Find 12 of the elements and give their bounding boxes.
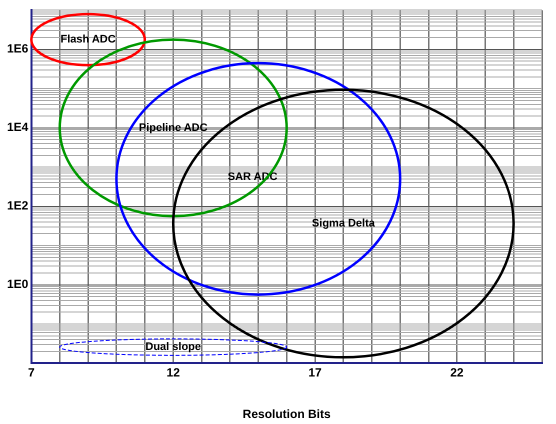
annotation: Sigma Delta	[312, 218, 376, 230]
y-tick-label: 1E0	[6, 277, 29, 292]
annotation: Dual slope	[145, 341, 202, 354]
y-tick-label: 1E6	[6, 42, 29, 56]
annotation: Flash ADC	[60, 34, 116, 46]
x-tick-label: 12	[166, 366, 180, 380]
x-tick-label: 7	[28, 366, 36, 380]
y-tick-label: 1E2	[6, 198, 29, 213]
x-tick-label: 17	[308, 366, 322, 380]
y-tick-label: 1E4	[6, 120, 29, 134]
x-axis-title: Resolution Bits	[242, 407, 331, 422]
x-tick-label: 22	[450, 366, 464, 380]
